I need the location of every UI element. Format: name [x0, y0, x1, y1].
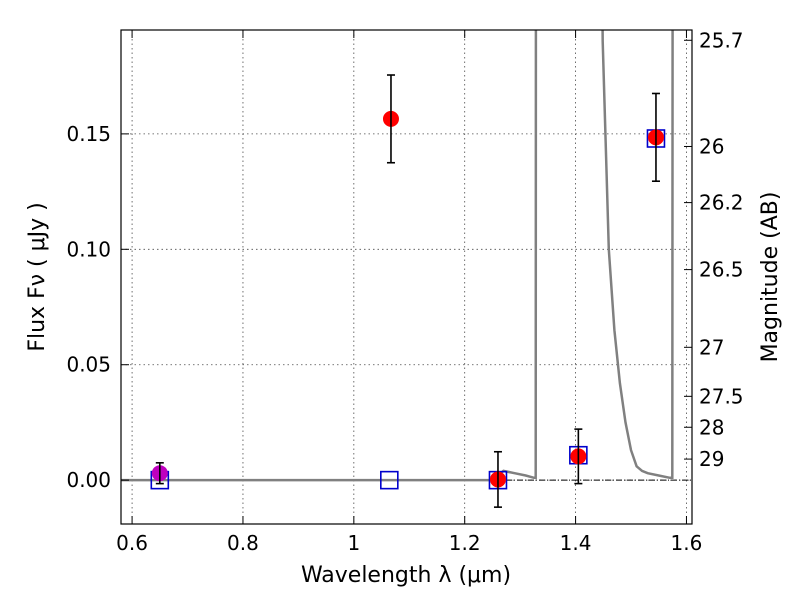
ticks: 0.6 0.8 1 1.2 1.4 1.6 0.00 0.05 0.10 0.15 25.7 26 26…	[66, 28, 743, 555]
x-tick-label: 0.6	[116, 531, 148, 555]
x-tick-label: 1.4	[560, 531, 592, 555]
y-tick-label: 0.05	[66, 353, 111, 377]
mag-tick-label: 27.5	[699, 384, 744, 408]
x-tick-label: 0.8	[227, 531, 259, 555]
mag-tick-label: 26.2	[699, 191, 744, 215]
y-axis-label: Flux Fν ( μJy )	[25, 202, 50, 351]
right-axis-label: Magnitude (AB)	[758, 192, 783, 363]
grid	[121, 30, 692, 524]
mag-tick-label: 25.7	[699, 28, 744, 52]
plot-data	[121, 30, 692, 508]
model-spectrum-line	[121, 30, 674, 482]
mag-tick-label: 27	[699, 335, 724, 359]
y-tick-label: 0.15	[66, 122, 111, 146]
x-axis-label: Wavelength λ (μm)	[301, 563, 511, 588]
mag-tick-label: 28	[699, 415, 724, 439]
x-tick-label: 1	[347, 531, 360, 555]
mag-tick-label: 29	[699, 447, 724, 471]
y-tick-label: 0.10	[66, 237, 111, 261]
x-tick-label: 1.2	[449, 531, 481, 555]
plot-frame	[120, 29, 693, 525]
mag-tick-label: 26	[699, 134, 724, 158]
model-point	[380, 470, 399, 490]
x-tick-label: 1.6	[671, 531, 703, 555]
mag-tick-label: 26.5	[699, 258, 744, 282]
y-tick-label: 0.00	[66, 468, 111, 492]
